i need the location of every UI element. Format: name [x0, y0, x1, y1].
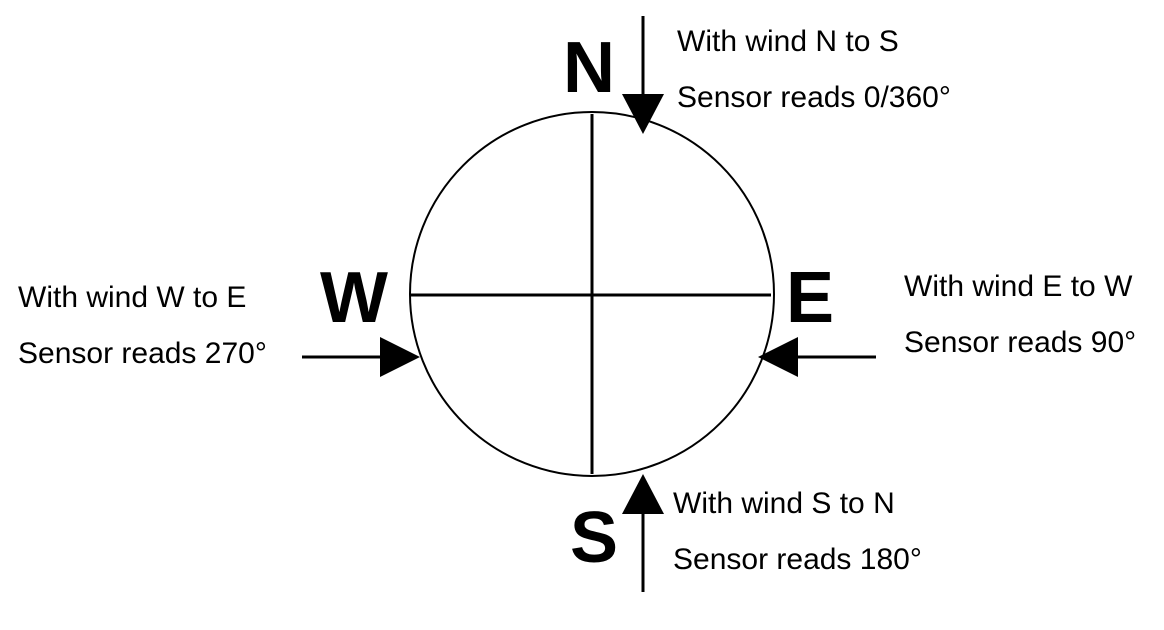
west-caption-line1: With wind W to E — [18, 281, 247, 314]
north-caption-line2: Sensor reads 0/360° — [677, 81, 951, 114]
east-caption-line1: With wind E to W — [904, 270, 1133, 303]
west-arrow — [302, 337, 420, 377]
north-caption-line1: With wind N to S — [677, 25, 899, 58]
west-caption: With wind W to E Sensor reads 270° — [18, 270, 267, 382]
east-caption: With wind E to W Sensor reads 90° — [904, 259, 1136, 371]
south-caption-line2: Sensor reads 180° — [673, 543, 922, 576]
west-letter: W — [320, 258, 388, 338]
north-letter: N — [563, 28, 615, 108]
south-letter: S — [570, 498, 619, 578]
north-caption: With wind N to S Sensor reads 0/360° — [677, 14, 951, 126]
west-caption-line2: Sensor reads 270° — [18, 337, 267, 370]
north-arrow — [622, 16, 664, 134]
east-caption-line2: Sensor reads 90° — [904, 326, 1137, 359]
south-arrow — [622, 474, 664, 592]
east-arrow — [758, 337, 876, 377]
east-letter: E — [786, 258, 835, 338]
south-caption-line1: With wind S to N — [673, 487, 895, 520]
south-caption: With wind S to N Sensor reads 180° — [673, 476, 922, 588]
